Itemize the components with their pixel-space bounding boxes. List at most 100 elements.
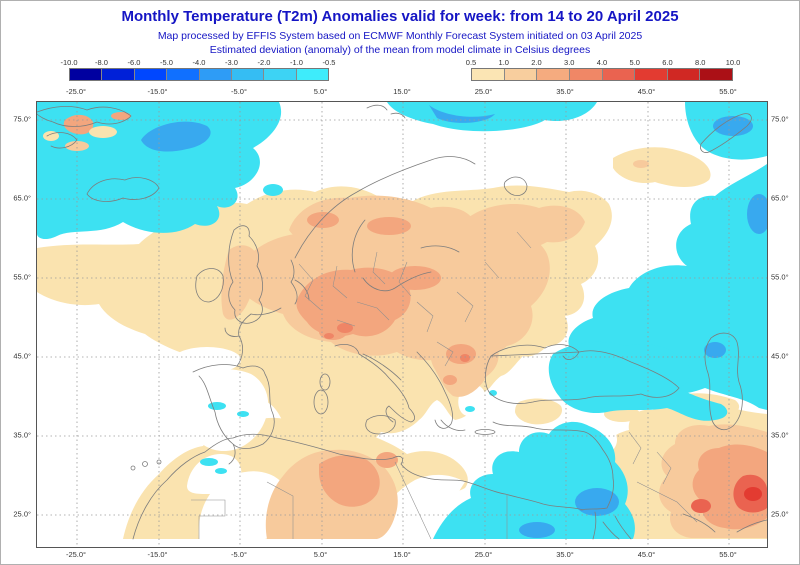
longitude-label: -25.0° xyxy=(65,87,87,96)
coast-north-africa xyxy=(132,433,584,540)
coast-iceland xyxy=(86,177,160,202)
longitude-label: 45.0° xyxy=(637,87,656,96)
longitude-label: 15.0° xyxy=(393,87,411,96)
latitude-label: 25.0° xyxy=(13,509,31,519)
legend-color-segment xyxy=(667,69,701,80)
longitude-label: 5.0° xyxy=(313,87,328,96)
cold-spot-cyprus xyxy=(537,437,551,443)
coast-canary-1 xyxy=(130,465,136,471)
cold-deep-arctic-wedge xyxy=(429,105,495,123)
cold-anomaly-east-black-sea xyxy=(548,341,728,421)
longitude-label: 25.0° xyxy=(474,550,493,559)
longitude-label: 35.0° xyxy=(556,550,574,559)
warm-spot-greenland-4 xyxy=(43,131,59,141)
warm-spot-greenland-5 xyxy=(111,112,131,120)
legend-tick-label: 6.0 xyxy=(662,58,673,67)
longitude-label: 25.0° xyxy=(474,87,493,96)
legend-tick-label: 10.0 xyxy=(725,58,741,67)
coast-corsica xyxy=(319,373,331,391)
warm-strong-south-norway xyxy=(307,212,339,228)
warm-strong-algeria xyxy=(319,455,380,507)
legend-color-segment xyxy=(199,69,232,80)
warm-patch-kola xyxy=(613,147,711,187)
coast-north-sea-continent xyxy=(224,307,282,367)
warm-core-east-britain xyxy=(221,245,258,320)
legend-color-segment xyxy=(167,69,200,80)
legend-color-segment xyxy=(504,69,538,80)
cold-spot-morocco-2 xyxy=(215,468,227,474)
neutral-iberia xyxy=(184,369,269,452)
latitude-label: 75.0° xyxy=(771,114,789,124)
latitude-labels-left: 75.0° 65.0° 55.0° 45.0° 35.0° 25.0° xyxy=(5,115,33,519)
legend-tick-label: -4.0 xyxy=(192,58,206,67)
longitude-label: 55.0° xyxy=(719,550,737,559)
coast-white-sea xyxy=(503,176,528,196)
warm-spot-alps-2 xyxy=(324,333,334,339)
legend-color-segment xyxy=(296,69,328,80)
warm-strong-albania xyxy=(443,375,457,385)
longitude-label: -25.0° xyxy=(65,550,87,559)
coast-greenland xyxy=(37,106,132,149)
legend-color-segment xyxy=(134,69,168,80)
latitude-label: 65.0° xyxy=(13,193,31,203)
latitude-label: 65.0° xyxy=(771,193,789,203)
legend-tick-label: 5.0 xyxy=(629,58,640,67)
coast-black-sea xyxy=(485,344,680,404)
subtitle-units: Estimated deviation (anomaly) of the mea… xyxy=(209,44,591,56)
legend-tick-label: 1.0 xyxy=(498,58,509,67)
longitude-label: -15.0° xyxy=(147,87,168,96)
legend-color-segment xyxy=(537,69,570,80)
coast-iberia xyxy=(192,364,275,465)
legend-tick-label: -8.0 xyxy=(95,58,108,67)
coast-sardinia xyxy=(313,389,329,415)
warm-strong-sweden xyxy=(367,217,411,235)
legend-tick-label: -0.5 xyxy=(322,58,336,67)
longitude-label: 45.0° xyxy=(637,550,656,559)
warm-patch-anatolia-1 xyxy=(515,398,563,425)
legend-tick-label: -1.0 xyxy=(290,58,303,67)
longitude-label: 35.0° xyxy=(556,87,574,96)
graticule xyxy=(37,102,767,547)
coast-canary-3 xyxy=(156,459,162,465)
legend-negative-ticks: -10.0 -8.0 -6.0 -5.0 -4.0 -3.0 -2.0 -1.0 -0.5 xyxy=(60,58,335,67)
warm-patch-kola-core xyxy=(633,160,649,168)
coast-baltic xyxy=(351,219,460,292)
coast-turkey-levant xyxy=(492,421,614,511)
warm-core-baltics xyxy=(465,204,585,250)
cold-spot-south-spain xyxy=(237,411,249,417)
coast-great-britain xyxy=(228,225,263,324)
cold-spot-norwegian-sea xyxy=(263,184,283,196)
longitude-label: 5.0° xyxy=(313,550,328,559)
legend-color-segment xyxy=(264,69,297,80)
legend-tick-label: -6.0 xyxy=(127,58,141,67)
warm-strong-serbia xyxy=(446,344,476,364)
legend-tick-label: 2.0 xyxy=(531,58,542,67)
longitude-label: 15.0° xyxy=(393,550,411,559)
cold-deep-novaya-zemlya xyxy=(713,116,753,136)
legend-tick-label: 8.0 xyxy=(695,58,706,67)
coast-italy xyxy=(334,344,415,423)
legend-tick-label: 0.5 xyxy=(465,58,477,67)
cold-deep-barents xyxy=(747,194,767,234)
neutral-morocco xyxy=(187,454,242,494)
coast-norway xyxy=(294,156,476,259)
latitude-label: 45.0° xyxy=(771,351,789,361)
legend-color-segment xyxy=(635,69,668,80)
latitude-label: 45.0° xyxy=(13,351,31,361)
cold-deep-caspian xyxy=(704,342,726,358)
cold-deep-greenland-sea xyxy=(141,121,211,152)
warm-spot-greenland-1 xyxy=(63,114,94,135)
coast-svalbard xyxy=(366,104,406,119)
coastlines xyxy=(37,104,767,540)
cold-spot-portugal xyxy=(208,402,226,410)
coast-nile-red-sea xyxy=(592,511,632,540)
legend-tick-label: 4.0 xyxy=(596,58,608,67)
legend-tick-label: -2.0 xyxy=(257,58,271,67)
latitude-label: 75.0° xyxy=(13,114,31,124)
longitude-label: -15.0° xyxy=(147,550,168,559)
cold-spot-morocco-1 xyxy=(200,458,218,466)
latitude-label: 25.0° xyxy=(771,509,789,519)
coast-ireland xyxy=(195,268,224,303)
cold-deep-egypt-2 xyxy=(519,522,555,538)
